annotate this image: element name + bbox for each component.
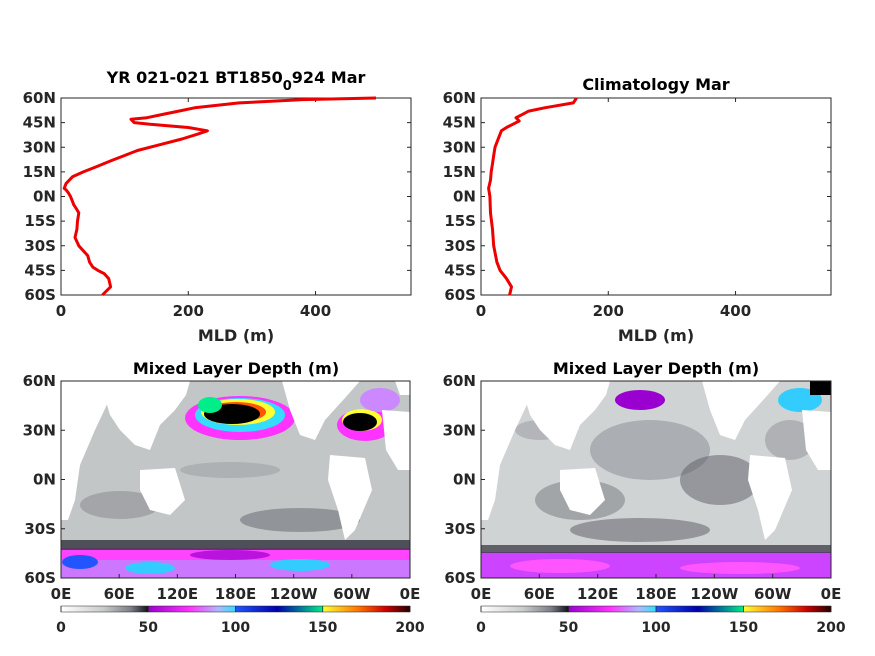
colorbar-tick-label: 50 (559, 620, 579, 636)
map-ytick-label: 30S (444, 520, 476, 538)
ytick-label: 60S (24, 286, 56, 304)
ytick-label: 45S (444, 261, 476, 279)
map-ytick-label: 30N (23, 421, 56, 439)
xtick-label: 0 (56, 302, 66, 320)
profile-panel-model: YR 021-021 BT18500924 Mar 60N 45N 30N 15N 0N… (23, 68, 412, 345)
profile-panel-climatology: Climatology Mar 60N45N30N15N0N15S30S45S6… (443, 75, 832, 345)
map-xtick-label: 120W (690, 585, 738, 603)
map-xtick-label: 120W (270, 585, 318, 603)
colorbar-tick-label: 0 (476, 620, 486, 636)
map-ytick-label: 60S (24, 569, 56, 587)
climatology-colorbar-ticks: 0 50 100 150 200 (476, 606, 846, 636)
map-xtick-label: 0E (471, 585, 492, 603)
xtick-label: 400 (720, 302, 751, 320)
ytick-label: 60S (444, 286, 476, 304)
map-xtick-label: 0E (51, 585, 72, 603)
map-ytick-label: 30N (443, 421, 476, 439)
colorbar-tick-label: 200 (816, 620, 845, 636)
climatology-profile-title: Climatology Mar (582, 75, 729, 94)
climatology-map-title: Mixed Layer Depth (m) (553, 359, 759, 378)
ytick-label: 15N (23, 163, 56, 181)
ytick-label: 60N (443, 89, 476, 107)
map-xtick-label: 60E (524, 585, 555, 603)
ytick-label: 30S (444, 237, 476, 255)
ytick-label: 30N (23, 138, 56, 156)
model-profile-xlabel: MLD (m) (198, 326, 274, 345)
map-panel-model: Mixed Layer Depth (m) (23, 359, 425, 636)
climatology-profile-line (487, 97, 578, 296)
ytick-label: 30S (24, 237, 56, 255)
ytick-label: 45N (23, 114, 56, 132)
ytick-label: 15S (24, 212, 56, 230)
climatology-profile-xlabel: MLD (m) (618, 326, 694, 345)
xtick-label: 200 (173, 302, 204, 320)
model-colorbar-ticks: 0 50 100 150 200 (56, 606, 425, 636)
model-profile-axes-box (60, 97, 412, 296)
map-ytick-label: 60N (443, 372, 476, 390)
model-profile-line (62, 96, 377, 297)
map-xtick-label: 0E (821, 585, 842, 603)
map-ytick-label: 60N (23, 372, 56, 390)
ytick-label: 60N (23, 89, 56, 107)
map-xtick-label: 60E (104, 585, 135, 603)
map-xtick-label: 120E (157, 585, 199, 603)
colorbar-tick-label: 150 (729, 620, 758, 636)
colorbar-tick-label: 100 (221, 620, 250, 636)
xtick-label: 200 (593, 302, 624, 320)
map-ytick-label: 0N (33, 471, 56, 489)
colorbar-tick-label: 200 (395, 620, 424, 636)
model-map-title: Mixed Layer Depth (m) (133, 359, 339, 378)
ytick-label: 45S (24, 261, 56, 279)
ytick-label: 45N (443, 114, 476, 132)
map-xtick-label: 0E (400, 585, 421, 603)
map-ytick-label: 30S (24, 520, 56, 538)
xtick-label: 0 (476, 302, 486, 320)
map-xtick-label: 180E (635, 585, 677, 603)
ytick-label: 0N (33, 188, 56, 206)
ytick-label: 15S (444, 212, 476, 230)
colorbar-tick-label: 50 (139, 620, 159, 636)
climatology-map-field (481, 381, 831, 578)
climatology-profile-axes-box (480, 97, 832, 296)
map-ytick-label: 60S (444, 569, 476, 587)
model-profile-title: YR 021-021 BT18500924 Mar (106, 68, 366, 94)
map-xtick-label: 60W (333, 585, 371, 603)
map-xtick-label: 60W (754, 585, 792, 603)
ytick-label: 0N (453, 188, 476, 206)
colorbar-tick-label: 150 (308, 620, 337, 636)
map-xtick-label: 120E (577, 585, 619, 603)
map-ytick-label: 0N (453, 471, 476, 489)
model-map-field (61, 381, 410, 578)
ytick-label: 15N (443, 163, 476, 181)
xtick-label: 400 (300, 302, 331, 320)
map-xtick-label: 180E (215, 585, 257, 603)
colorbar-tick-label: 100 (641, 620, 670, 636)
colorbar-tick-label: 0 (56, 620, 66, 636)
ytick-label: 30N (443, 138, 476, 156)
